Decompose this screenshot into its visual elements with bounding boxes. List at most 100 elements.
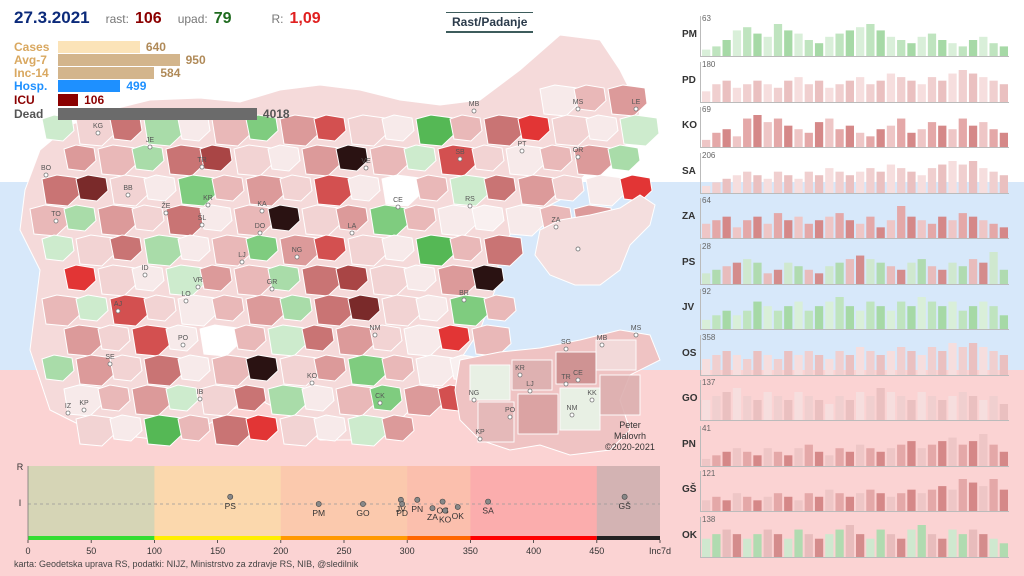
municipality-region[interactable] bbox=[403, 264, 437, 292]
municipality-region[interactable] bbox=[347, 294, 381, 322]
region-panel-pm[interactable]: PM 63 bbox=[676, 14, 1011, 57]
region-panel-jv[interactable]: JV 92 bbox=[676, 287, 1011, 330]
municipality-region[interactable] bbox=[211, 174, 245, 202]
municipality-region[interactable] bbox=[177, 234, 211, 262]
municipality-region[interactable] bbox=[335, 264, 369, 292]
strip-point[interactable] bbox=[429, 505, 436, 512]
municipality-region[interactable] bbox=[131, 144, 165, 172]
municipality-region[interactable] bbox=[211, 414, 252, 447]
municipality-region[interactable] bbox=[165, 384, 199, 412]
municipality-region[interactable] bbox=[199, 384, 240, 417]
region-panel-za[interactable]: ZA 64 bbox=[676, 196, 1011, 239]
municipality-region[interactable] bbox=[483, 174, 517, 202]
strip-point[interactable] bbox=[414, 496, 421, 503]
municipality-region[interactable] bbox=[177, 354, 211, 382]
municipality-region[interactable] bbox=[165, 324, 199, 352]
municipality-region[interactable] bbox=[381, 234, 415, 262]
municipality-region[interactable] bbox=[381, 114, 415, 142]
municipality-region[interactable] bbox=[109, 234, 143, 262]
region-panel-go[interactable]: GO 137 bbox=[676, 378, 1011, 421]
municipality-region[interactable] bbox=[517, 114, 551, 142]
municipality-region[interactable] bbox=[471, 264, 505, 292]
strip-point[interactable] bbox=[439, 498, 446, 505]
municipality-region[interactable] bbox=[449, 114, 483, 142]
strip-point[interactable] bbox=[315, 501, 322, 507]
municipality-region[interactable] bbox=[279, 174, 313, 202]
municipality-region[interactable] bbox=[41, 234, 75, 262]
municipality-region[interactable] bbox=[619, 174, 653, 202]
region-panel-ko[interactable]: KO 69 bbox=[676, 105, 1011, 148]
municipality-region[interactable] bbox=[437, 324, 471, 352]
region-panel-sa[interactable]: SA 206 bbox=[676, 151, 1011, 194]
municipality-region[interactable] bbox=[267, 204, 301, 232]
municipality-region[interactable] bbox=[449, 234, 483, 262]
municipality-region[interactable] bbox=[313, 114, 347, 142]
municipality-region[interactable] bbox=[607, 144, 641, 172]
strip-point[interactable] bbox=[360, 501, 366, 507]
region-panel-gš[interactable]: GŠ 121 bbox=[676, 469, 1011, 512]
municipality-region[interactable] bbox=[505, 204, 546, 237]
statistical-region[interactable] bbox=[555, 351, 597, 385]
municipality-region[interactable] bbox=[369, 324, 403, 352]
municipality-region[interactable] bbox=[41, 114, 75, 142]
municipality-region[interactable] bbox=[301, 324, 335, 352]
municipality-region[interactable] bbox=[313, 234, 347, 262]
strip-point[interactable] bbox=[399, 501, 406, 507]
municipality-region[interactable] bbox=[75, 174, 109, 202]
statistical-region[interactable] bbox=[599, 374, 641, 416]
municipality-region[interactable] bbox=[63, 264, 97, 292]
municipality-region[interactable] bbox=[109, 354, 143, 382]
municipality-region[interactable] bbox=[75, 414, 116, 447]
municipality-region[interactable] bbox=[143, 174, 177, 202]
region-panel-pd[interactable]: PD 180 bbox=[676, 60, 1011, 103]
municipality-region[interactable] bbox=[177, 414, 211, 442]
municipality-region[interactable] bbox=[199, 144, 233, 172]
municipality-region[interactable] bbox=[97, 324, 131, 352]
municipality-region[interactable] bbox=[483, 234, 524, 267]
municipality-region[interactable] bbox=[335, 204, 369, 232]
municipality-region[interactable] bbox=[143, 414, 184, 447]
statistical-region[interactable] bbox=[469, 364, 511, 401]
statistical-region[interactable] bbox=[477, 401, 515, 443]
municipality-region[interactable] bbox=[313, 354, 347, 382]
strip-point[interactable] bbox=[621, 493, 628, 500]
municipality-region[interactable] bbox=[245, 234, 279, 262]
region-panel-pn[interactable]: PN 41 bbox=[676, 424, 1011, 467]
municipality-region[interactable] bbox=[585, 114, 619, 142]
municipality-region[interactable] bbox=[199, 264, 233, 292]
municipality-region[interactable] bbox=[415, 354, 456, 387]
municipality-region[interactable] bbox=[245, 114, 279, 142]
municipality-region[interactable] bbox=[471, 324, 512, 357]
municipality-region[interactable] bbox=[369, 384, 403, 412]
municipality-region[interactable] bbox=[199, 204, 233, 232]
municipality-region[interactable] bbox=[415, 174, 449, 202]
municipality-region[interactable] bbox=[143, 294, 177, 322]
strip-point[interactable] bbox=[442, 507, 449, 514]
region-panel-ps[interactable]: PS 28 bbox=[676, 242, 1011, 285]
municipality-region[interactable] bbox=[607, 84, 648, 117]
municipality-region[interactable] bbox=[403, 204, 437, 232]
municipality-region[interactable] bbox=[301, 384, 335, 412]
municipality-region[interactable] bbox=[415, 294, 449, 322]
region-panel-os[interactable]: OS 358 bbox=[676, 333, 1011, 376]
municipality-region[interactable] bbox=[483, 294, 517, 322]
municipality-region[interactable] bbox=[381, 414, 415, 442]
municipality-region[interactable] bbox=[403, 144, 437, 172]
municipality-region[interactable] bbox=[403, 384, 444, 417]
municipality-region[interactable] bbox=[471, 144, 505, 172]
municipality-region[interactable] bbox=[267, 144, 301, 172]
region-panel-ok[interactable]: OK 138 bbox=[676, 515, 1011, 558]
legend-title[interactable]: Rast/Padanje bbox=[446, 12, 534, 33]
municipality-region[interactable] bbox=[471, 204, 505, 232]
statistical-region[interactable] bbox=[559, 387, 601, 431]
municipality-region[interactable] bbox=[211, 294, 245, 322]
strip-point[interactable] bbox=[454, 504, 461, 510]
municipality-region[interactable] bbox=[131, 204, 165, 232]
municipality-region[interactable] bbox=[551, 174, 585, 202]
municipality-region[interactable] bbox=[279, 294, 313, 322]
municipality-region[interactable] bbox=[381, 354, 415, 382]
municipality-region[interactable] bbox=[131, 264, 165, 292]
municipality-region[interactable] bbox=[63, 204, 97, 232]
municipality-region[interactable] bbox=[63, 144, 97, 172]
municipality-region[interactable] bbox=[109, 414, 143, 442]
